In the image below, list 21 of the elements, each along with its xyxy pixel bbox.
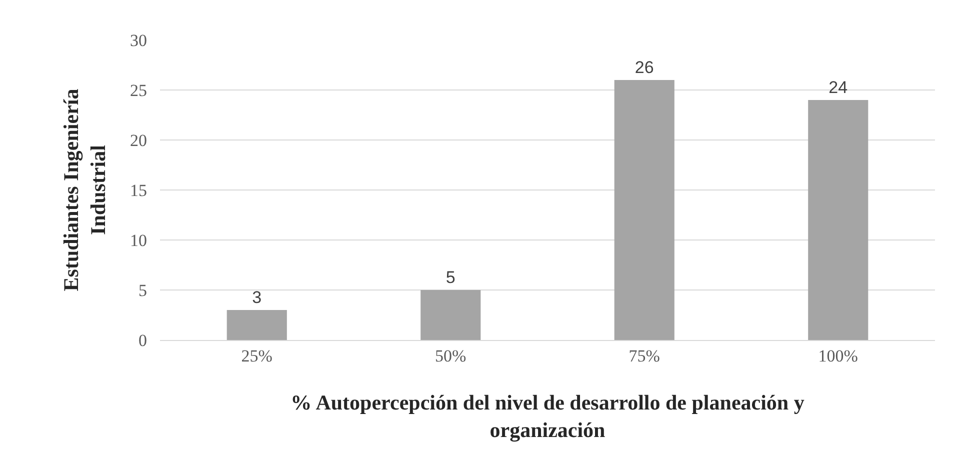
bar xyxy=(808,100,868,340)
data-label: 3 xyxy=(252,288,262,307)
x-tick-label: 100% xyxy=(818,346,858,366)
y-tick-label: 0 xyxy=(138,330,147,350)
y-tick-label: 5 xyxy=(138,280,147,300)
bar xyxy=(420,290,481,340)
data-label: 5 xyxy=(446,268,456,287)
y-tick-label: 15 xyxy=(130,180,147,200)
y-tick-label: 10 xyxy=(130,230,147,250)
x-axis-title: % Autopercepción del nivel de desarrollo de planeación y organización xyxy=(290,390,805,442)
x-tick-label: 50% xyxy=(435,346,466,366)
y-tick-label: 25 xyxy=(130,80,147,100)
data-label: 24 xyxy=(828,78,848,97)
y-tick-label: 20 xyxy=(130,130,147,150)
data-label: 26 xyxy=(634,58,654,77)
x-tick-label: 25% xyxy=(241,346,272,366)
y-axis-title: Estudiantes Ingeniería Industrial xyxy=(58,88,110,292)
bar xyxy=(226,310,287,340)
bar xyxy=(614,80,674,340)
y-tick-label: 30 xyxy=(130,30,147,50)
x-tick-label: 75% xyxy=(628,346,660,366)
